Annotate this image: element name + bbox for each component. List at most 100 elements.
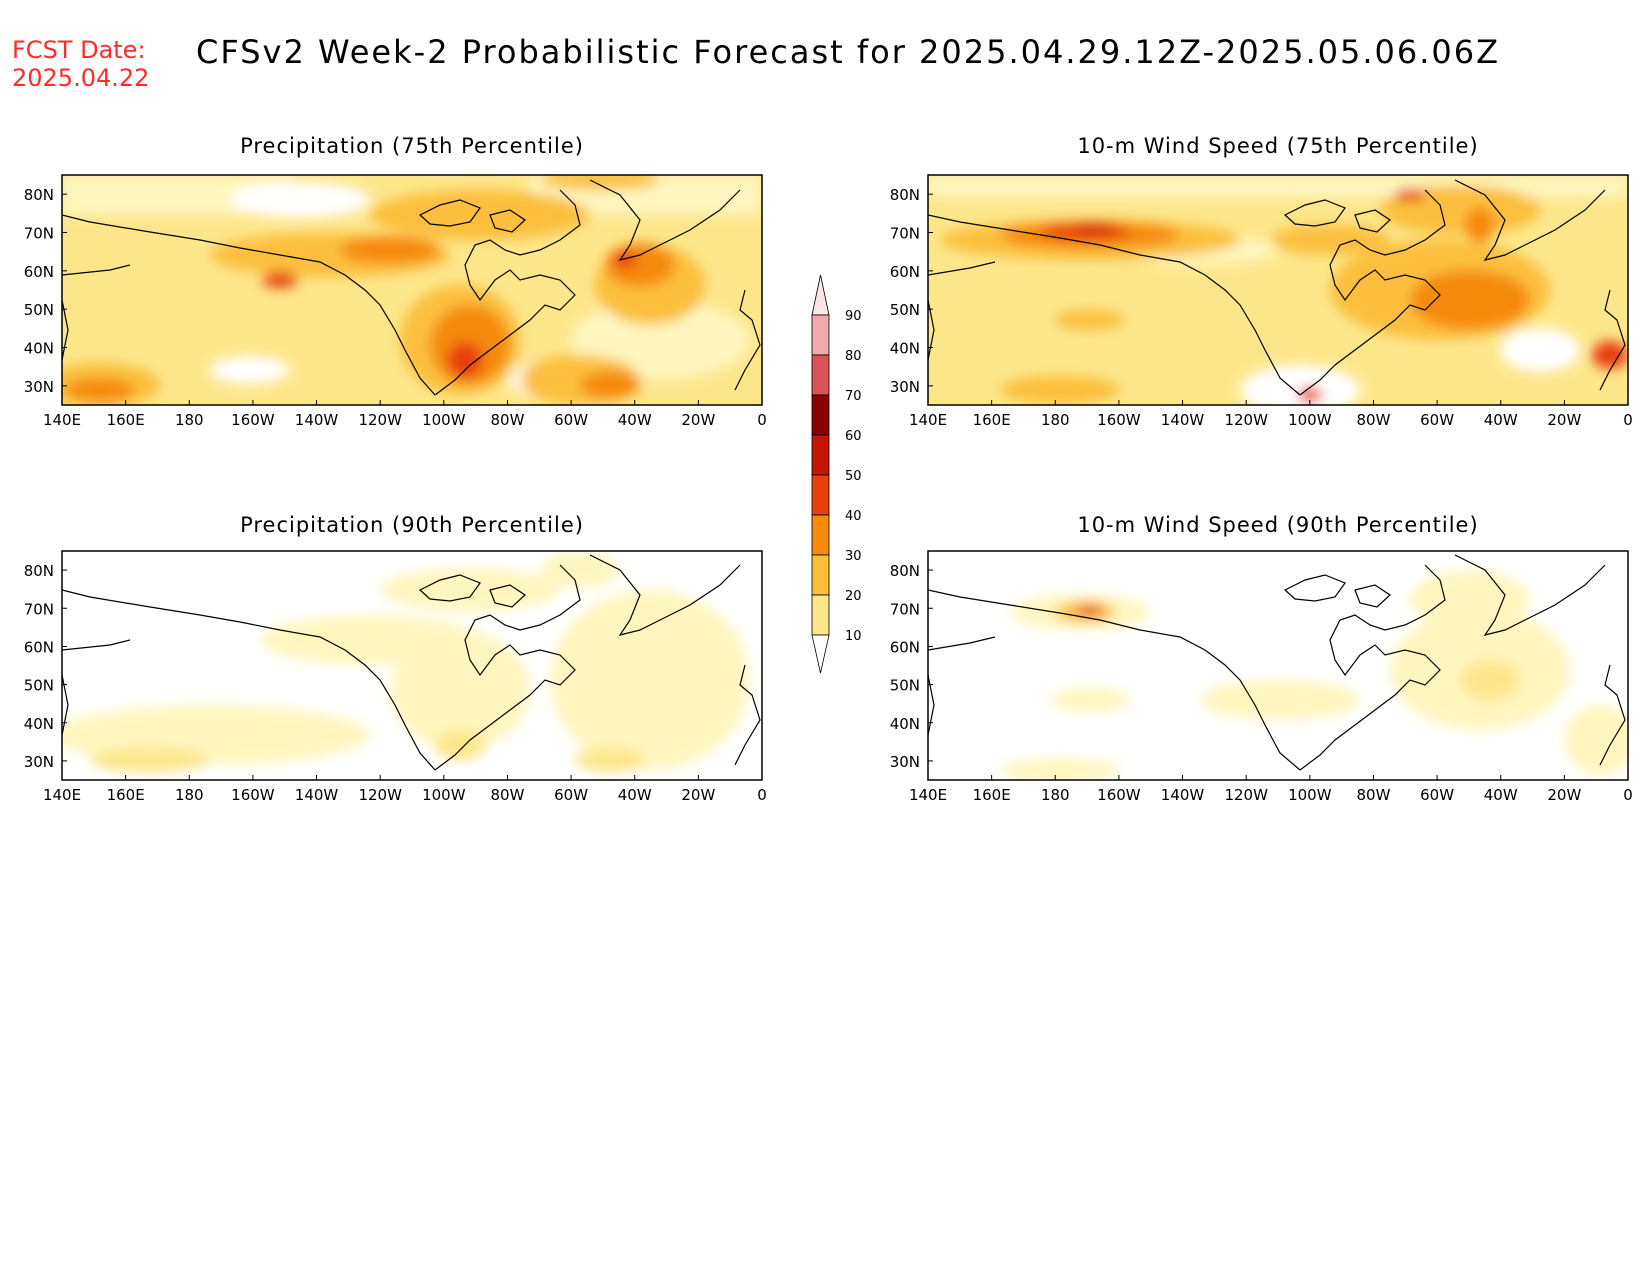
colorbar-segment bbox=[811, 314, 830, 356]
y-tick-label: 60N bbox=[24, 263, 54, 281]
x-tick-label: 60W bbox=[554, 786, 588, 804]
y-tick-label: 80N bbox=[890, 186, 920, 204]
y-tick-label: 40N bbox=[890, 715, 920, 733]
y-tick-label: 70N bbox=[24, 225, 54, 243]
x-tick-label: 120W bbox=[358, 411, 402, 429]
y-tick-label: 30N bbox=[890, 753, 920, 771]
wind-75-field bbox=[928, 175, 1628, 405]
x-tick-label: 40W bbox=[618, 786, 652, 804]
x-tick-label: 60W bbox=[1420, 411, 1454, 429]
colorbar-label: 80 bbox=[845, 349, 862, 364]
panel-title: Precipitation (90th Percentile) bbox=[240, 513, 584, 537]
colorbar-top-arrow bbox=[811, 274, 830, 316]
x-tick-label: 0 bbox=[1623, 786, 1633, 804]
panel-frames bbox=[61, 174, 1629, 781]
x-tick-label: 20W bbox=[1547, 411, 1581, 429]
x-tick-label: 180 bbox=[175, 786, 204, 804]
fcst-date-value: 2025.04.22 bbox=[12, 64, 150, 92]
x-tick-label: 120W bbox=[358, 786, 402, 804]
x-tick-label: 140E bbox=[909, 786, 947, 804]
colorbar-segment bbox=[811, 354, 830, 396]
y-tick-label: 60N bbox=[890, 263, 920, 281]
x-tick-label: 0 bbox=[757, 411, 767, 429]
y-tick-label: 30N bbox=[24, 378, 54, 396]
colorbar-bottom-arrow bbox=[811, 634, 830, 674]
axis-labels: 140E 160E 180 160W 140W 120W 100W 80W 60W 40W 20W 0… bbox=[24, 186, 1633, 804]
x-tick-label: 140E bbox=[43, 411, 81, 429]
x-tick-label: 40W bbox=[1484, 786, 1518, 804]
y-tick-label: 50N bbox=[890, 301, 920, 319]
y-tick-label: 40N bbox=[890, 340, 920, 358]
y-tick-label: 50N bbox=[24, 677, 54, 695]
panel-wind-75: 10-m Wind Speed (75th Percentile) bbox=[928, 134, 1628, 405]
x-tick-label: 160E bbox=[973, 411, 1011, 429]
y-tick-label: 80N bbox=[24, 186, 54, 204]
frame-wind-90 bbox=[927, 550, 1629, 781]
x-tick-label: 180 bbox=[1041, 411, 1070, 429]
colorbar-segment bbox=[811, 474, 830, 516]
y-tick-label: 80N bbox=[890, 562, 920, 580]
precip-75-field bbox=[62, 175, 762, 405]
x-tick-label: 140W bbox=[1161, 786, 1205, 804]
panel-precip-75: Precipitation (75th Percentile) bbox=[62, 134, 762, 405]
wind-90-field bbox=[928, 551, 1628, 780]
fcst-date-block: FCST Date: 2025.04.22 bbox=[12, 36, 149, 92]
x-tick-label: 60W bbox=[554, 411, 588, 429]
x-tick-label: 140E bbox=[43, 786, 81, 804]
y-tick-label: 70N bbox=[24, 600, 54, 618]
panel-title: Precipitation (75th Percentile) bbox=[240, 134, 584, 158]
colorbar-label: 90 bbox=[845, 309, 862, 324]
x-tick-label: 120W bbox=[1224, 786, 1268, 804]
panel-title: 10-m Wind Speed (75th Percentile) bbox=[1077, 134, 1478, 158]
y-tick-label: 60N bbox=[890, 638, 920, 656]
x-tick-label: 80W bbox=[490, 411, 524, 429]
y-tick-label: 40N bbox=[24, 340, 54, 358]
x-tick-label: 160W bbox=[1097, 786, 1141, 804]
x-tick-label: 80W bbox=[1356, 411, 1390, 429]
x-tick-label: 180 bbox=[175, 411, 204, 429]
colorbar-label: 60 bbox=[845, 429, 862, 444]
colorbar-label: 30 bbox=[845, 549, 862, 564]
x-tick-label: 140E bbox=[909, 411, 947, 429]
frame-wind-75 bbox=[927, 174, 1629, 406]
fcst-date-label: FCST Date: bbox=[12, 36, 146, 64]
colorbar-segment bbox=[811, 514, 830, 556]
colorbar-segment bbox=[811, 394, 830, 436]
x-tick-label: 0 bbox=[757, 786, 767, 804]
x-tick-label: 100W bbox=[1288, 411, 1332, 429]
x-tick-label: 140W bbox=[1161, 411, 1205, 429]
x-tick-label: 100W bbox=[1288, 786, 1332, 804]
colorbar-segment bbox=[811, 434, 830, 476]
y-tick-label: 40N bbox=[24, 715, 54, 733]
y-tick-label: 60N bbox=[24, 638, 54, 656]
frame-precip-90 bbox=[61, 550, 763, 781]
x-tick-label: 160W bbox=[231, 786, 275, 804]
coastline-outlines bbox=[62, 179, 1626, 771]
colorbar-label: 10 bbox=[845, 629, 862, 644]
y-tick-label: 70N bbox=[890, 600, 920, 618]
x-tick-label: 140W bbox=[295, 786, 339, 804]
x-tick-label: 0 bbox=[1623, 411, 1633, 429]
colorbar-segment bbox=[811, 554, 830, 596]
y-tick-label: 30N bbox=[24, 753, 54, 771]
color-legend: 10 20 30 40 50 60 70 80 90 bbox=[811, 274, 862, 674]
x-tick-label: 160E bbox=[973, 786, 1011, 804]
panel-wind-90: 10-m Wind Speed (90th Percentile) bbox=[928, 513, 1628, 780]
x-tick-label: 140W bbox=[295, 411, 339, 429]
colorbar-label: 70 bbox=[845, 389, 862, 404]
y-tick-label: 30N bbox=[890, 378, 920, 396]
x-tick-label: 20W bbox=[1547, 786, 1581, 804]
x-tick-label: 40W bbox=[1484, 411, 1518, 429]
panel-precip-90: Precipitation (90th Percentile) bbox=[62, 513, 762, 780]
colorbar-label: 50 bbox=[845, 469, 862, 484]
y-tick-label: 80N bbox=[24, 562, 54, 580]
x-tick-label: 180 bbox=[1041, 786, 1070, 804]
y-tick-label: 50N bbox=[24, 301, 54, 319]
x-tick-label: 160W bbox=[231, 411, 275, 429]
x-tick-label: 20W bbox=[681, 411, 715, 429]
x-tick-label: 120W bbox=[1224, 411, 1268, 429]
x-tick-label: 80W bbox=[490, 786, 524, 804]
colorbar-label: 20 bbox=[845, 589, 862, 604]
x-tick-label: 100W bbox=[422, 786, 466, 804]
